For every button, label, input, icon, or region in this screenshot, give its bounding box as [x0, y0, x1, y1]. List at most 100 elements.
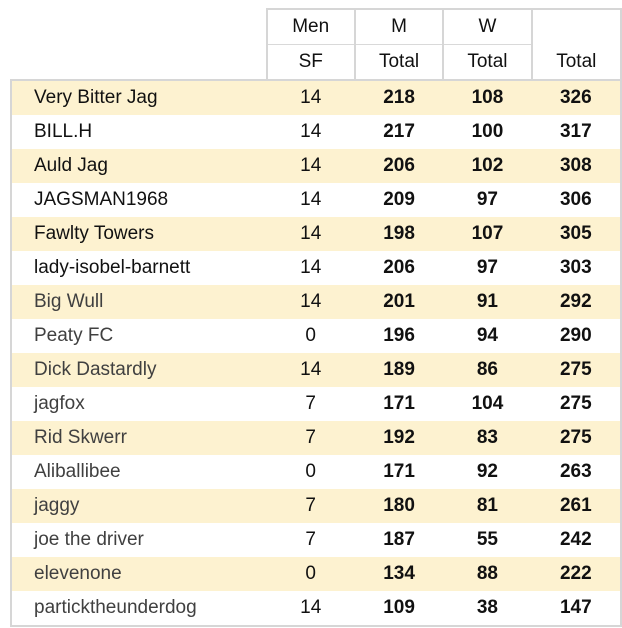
- w-total-value: 97: [476, 257, 498, 278]
- m-total-value: 171: [383, 461, 415, 482]
- total-value: 261: [559, 495, 592, 516]
- player-name: Aliballibee: [34, 461, 121, 482]
- w-total-value: 107: [471, 223, 504, 244]
- table-body: Very Bitter Jag 14 218 108 326 BILL.H 14 217 100…: [11, 80, 621, 626]
- header-men: Men: [265, 8, 355, 45]
- total-value: 305: [559, 223, 592, 244]
- table-row: lady-isobel-barnett 14 206 97 303: [11, 251, 621, 285]
- men-sf-value: 14: [300, 597, 322, 618]
- w-total-value: 55: [476, 529, 498, 550]
- m-total-value: 198: [383, 223, 415, 244]
- player-name: lady-isobel-barnett: [34, 257, 191, 278]
- table-row: Peaty FC 0 196 94 290: [11, 319, 621, 353]
- table-row: jaggy 7 180 81 261: [11, 489, 621, 523]
- header-m: M: [353, 8, 444, 45]
- men-sf-value: 0: [305, 461, 316, 482]
- player-name: Peaty FC: [34, 325, 114, 346]
- table-row: Rid Skwerr 7 192 83 275: [11, 421, 621, 455]
- men-sf-value: 0: [305, 563, 316, 584]
- w-total-value: 104: [471, 393, 504, 414]
- header-row-2: SF Total Total Total: [11, 44, 622, 81]
- m-total-value: 134: [383, 563, 415, 584]
- total-value: 326: [559, 87, 592, 108]
- player-name: Dick Dastardly: [34, 359, 157, 380]
- men-sf-value: 7: [305, 427, 316, 448]
- m-total-value: 187: [383, 529, 415, 550]
- table-row: jagfox 7 171 104 275: [11, 387, 621, 421]
- men-sf-value: 14: [300, 121, 322, 142]
- m-total-value: 192: [383, 427, 415, 448]
- m-total-value: 209: [383, 189, 415, 210]
- m-total-value: 189: [383, 359, 415, 380]
- men-sf-value: 14: [300, 223, 322, 244]
- table-row: Big Wull 14 201 91 292: [11, 285, 621, 319]
- total-value: 147: [559, 597, 592, 618]
- player-name: Rid Skwerr: [34, 427, 127, 448]
- total-value: 275: [559, 427, 592, 448]
- men-sf-value: 0: [305, 325, 316, 346]
- table-row: joe the driver 7 187 55 242: [11, 523, 621, 557]
- header-total-top: [530, 8, 622, 45]
- men-sf-value: 14: [300, 359, 322, 380]
- men-sf-value: 7: [305, 495, 316, 516]
- scores-table-container: Men M W SF Total Total Total Very Bitter…: [10, 8, 622, 627]
- total-value: 242: [559, 529, 592, 550]
- w-total-value: 91: [476, 291, 498, 312]
- w-total-value: 108: [471, 87, 504, 108]
- header-total: Total: [530, 44, 622, 80]
- player-name: Auld Jag: [34, 155, 108, 176]
- total-value: 290: [559, 325, 592, 346]
- table-row: BILL.H 14 217 100 317: [11, 115, 621, 149]
- player-name: Big Wull: [34, 291, 104, 312]
- w-total-value: 86: [476, 359, 498, 380]
- w-total-value: 97: [476, 189, 498, 210]
- w-total-value: 100: [471, 121, 504, 142]
- header-w: W: [442, 8, 532, 45]
- w-total-value: 102: [471, 155, 504, 176]
- total-value: 292: [559, 291, 592, 312]
- total-value: 263: [559, 461, 592, 482]
- table-row: Auld Jag 14 206 102 308: [11, 149, 621, 183]
- m-total-value: 171: [383, 393, 415, 414]
- table-row: Very Bitter Jag 14 218 108 326: [11, 80, 621, 115]
- header-w-total: Total: [442, 44, 532, 80]
- header-blank: [11, 9, 267, 45]
- m-total-value: 196: [383, 325, 415, 346]
- total-value: 275: [559, 393, 592, 414]
- scores-table: Men M W SF Total Total Total Very Bitter…: [10, 8, 622, 627]
- men-sf-value: 7: [305, 393, 316, 414]
- player-name: elevenone: [34, 563, 122, 584]
- header-m-total: Total: [353, 44, 444, 80]
- total-value: 306: [559, 189, 592, 210]
- total-value: 275: [559, 359, 592, 380]
- w-total-value: 88: [476, 563, 498, 584]
- m-total-value: 180: [383, 495, 415, 516]
- table-row: Aliballibee 0 171 92 263: [11, 455, 621, 489]
- table-row: elevenone 0 134 88 222: [11, 557, 621, 591]
- men-sf-value: 14: [300, 291, 322, 312]
- m-total-value: 109: [383, 597, 415, 618]
- player-name: Fawlty Towers: [34, 223, 155, 244]
- total-value: 317: [559, 121, 592, 142]
- men-sf-value: 14: [300, 87, 322, 108]
- table-row: Dick Dastardly 14 189 86 275: [11, 353, 621, 387]
- men-sf-value: 14: [300, 189, 322, 210]
- m-total-value: 206: [383, 257, 415, 278]
- m-total-value: 218: [383, 87, 415, 108]
- player-name: partickthe​underdog: [34, 597, 197, 618]
- player-name: BILL.H: [34, 121, 93, 142]
- men-sf-value: 14: [300, 257, 322, 278]
- player-name: jaggy: [34, 495, 80, 516]
- w-total-value: 38: [476, 597, 498, 618]
- total-value: 303: [559, 257, 592, 278]
- table-row: Fawlty Towers 14 198 107 305: [11, 217, 621, 251]
- table-row: JAGSMAN1968 14 209 97 306: [11, 183, 621, 217]
- men-sf-value: 7: [305, 529, 316, 550]
- player-name: jagfox: [34, 393, 85, 414]
- w-total-value: 83: [476, 427, 498, 448]
- player-name: joe the driver: [34, 529, 144, 550]
- total-value: 308: [559, 155, 592, 176]
- header-blank-2: [11, 45, 267, 81]
- w-total-value: 94: [476, 325, 498, 346]
- table-row: partickthe​underdog 14 109 38 147: [11, 591, 621, 626]
